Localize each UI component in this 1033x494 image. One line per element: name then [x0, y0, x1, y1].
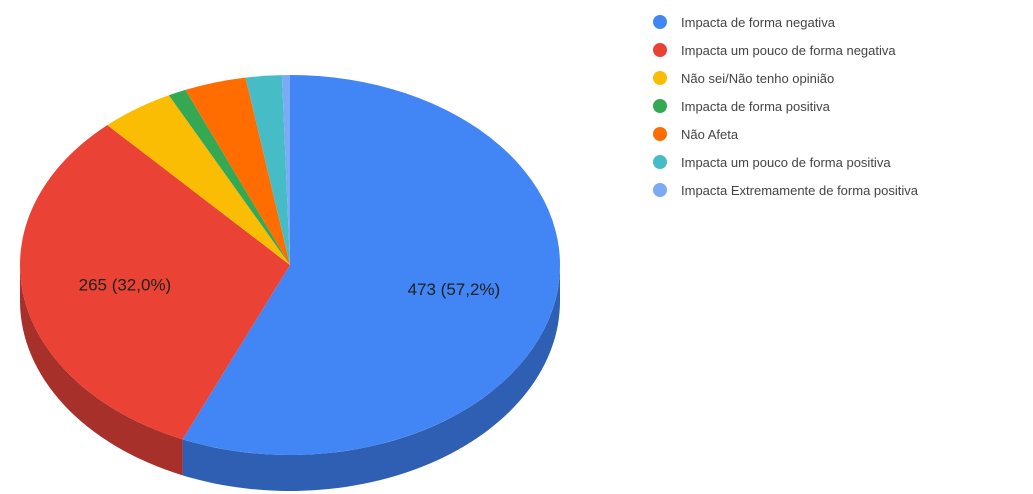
- pie-slice-1[interactable]: [20, 125, 291, 440]
- legend-item[interactable]: Impacta de forma positiva: [653, 92, 918, 120]
- pie-slice-2[interactable]: [107, 95, 290, 265]
- pie-slice-3[interactable]: [168, 89, 290, 265]
- pie-data-labels: 473 (57,2%) 265 (32,0%): [79, 276, 501, 299]
- legend-label: Impacta um pouco de forma negativa: [681, 42, 896, 58]
- legend-item[interactable]: Impacta um pouco de forma negativa: [653, 36, 918, 64]
- pie-slice-6[interactable]: [281, 75, 290, 265]
- legend-label: Impacta Extremamente de forma positiva: [681, 182, 918, 198]
- legend-item[interactable]: Impacta um pouco de forma positiva: [653, 148, 918, 176]
- legend-item[interactable]: Impacta Extremamente de forma positiva: [653, 176, 918, 204]
- legend-swatch: [653, 183, 667, 197]
- slice-data-label: 265 (32,0%): [79, 276, 172, 295]
- legend-item[interactable]: Impacta de forma negativa: [653, 8, 918, 36]
- legend-swatch: [653, 99, 667, 113]
- legend-swatch: [653, 15, 667, 29]
- legend-label: Não Afeta: [681, 126, 739, 142]
- legend-label: Não sei/Não tenho opinião: [681, 70, 835, 86]
- pie-slice-5[interactable]: [245, 75, 290, 265]
- pie-side-0: [182, 265, 560, 491]
- legend-swatch: [653, 71, 667, 85]
- legend-item[interactable]: Não Afeta: [653, 120, 918, 148]
- legend-label: Impacta um pouco de forma positiva: [681, 154, 891, 170]
- chart-legend: Impacta de forma negativa Impacta um pouc…: [653, 8, 918, 204]
- pie-side-1: [20, 265, 183, 476]
- legend-label: Impacta de forma negativa: [681, 14, 835, 30]
- legend-item[interactable]: Não sei/Não tenho opinião: [653, 64, 918, 92]
- legend-swatch: [653, 155, 667, 169]
- legend-swatch: [653, 43, 667, 57]
- legend-label: Impacta de forma positiva: [681, 98, 830, 114]
- pie-slice-0[interactable]: [182, 75, 560, 455]
- pie-slices: [20, 75, 560, 455]
- pie-slice-4[interactable]: [185, 77, 290, 265]
- slice-data-label: 473 (57,2%): [408, 280, 501, 299]
- legend-swatch: [653, 127, 667, 141]
- pie-sides: [20, 265, 560, 491]
